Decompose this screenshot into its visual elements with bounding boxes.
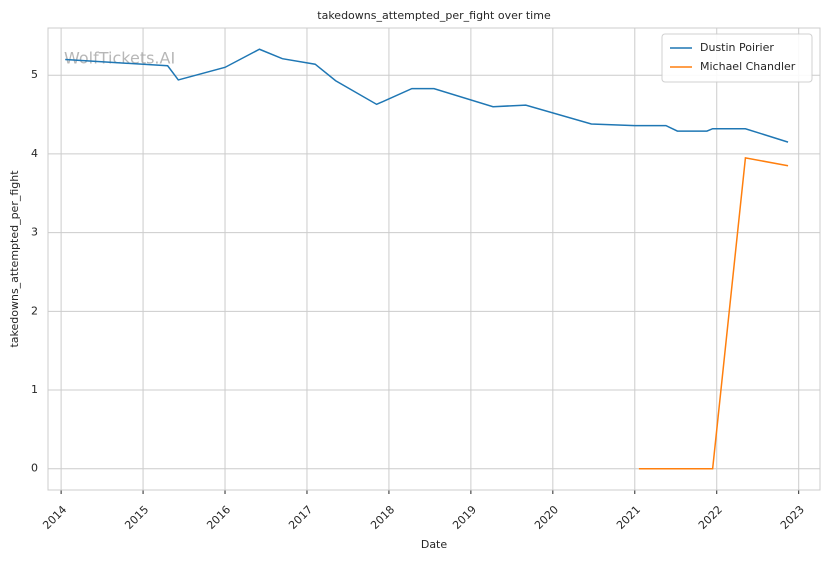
y-axis-label: takedowns_attempted_per_fight	[8, 170, 21, 348]
legend: Dustin Poirier Michael Chandler	[661, 33, 813, 83]
x-tick-label: 2022	[696, 503, 725, 532]
legend-box	[661, 33, 813, 83]
x-tick-label: 2015	[122, 503, 151, 532]
x-tick-label: 2021	[614, 503, 643, 532]
x-tick-label: 2018	[368, 503, 397, 532]
legend-label: Dustin Poirier	[700, 41, 774, 54]
y-tick-label: 4	[31, 147, 38, 160]
y-tick-label: 5	[31, 68, 38, 81]
series-line	[65, 48, 789, 143]
x-tick-label: 2019	[450, 503, 479, 532]
chart-title: takedowns_attempted_per_fight over time	[317, 9, 551, 22]
y-tick-label: 1	[31, 383, 38, 396]
watermark: WolfTickets.AI	[64, 49, 175, 68]
series-line	[638, 156, 789, 470]
y-tick-label: 3	[31, 226, 38, 239]
plot-frame	[47, 27, 821, 491]
x-tick-label: 2023	[778, 503, 807, 532]
y-tick-label: 2	[31, 304, 38, 317]
x-tick-label: 2016	[204, 503, 233, 532]
x-tick-label: 2017	[286, 503, 315, 532]
y-tick-label: 0	[31, 462, 38, 475]
x-tick-label: 2020	[532, 503, 561, 532]
legend-label: Michael Chandler	[700, 60, 796, 73]
x-axis-label: Date	[421, 538, 448, 551]
x-tick-label: 2014	[40, 503, 69, 532]
